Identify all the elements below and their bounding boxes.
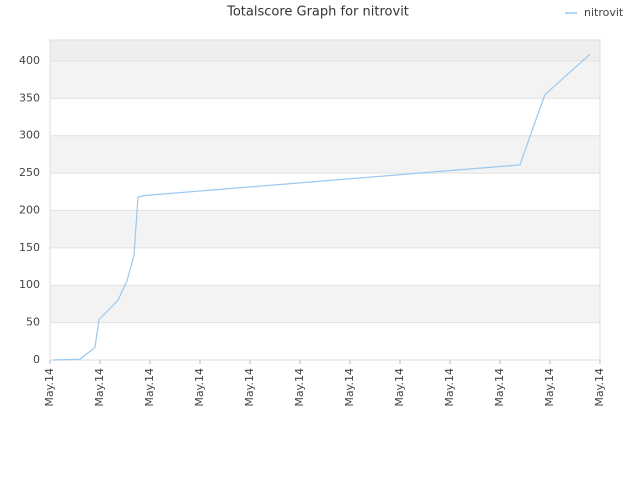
plot-band xyxy=(50,98,600,136)
x-tick-label: May.14 xyxy=(43,368,56,407)
x-tick-label: May.14 xyxy=(143,368,156,407)
plot-frame xyxy=(49,39,601,361)
plot-band xyxy=(50,247,600,286)
x-tick-label: May.14 xyxy=(493,368,506,407)
series-line xyxy=(52,53,591,361)
y-tick-label: 400 xyxy=(19,54,40,67)
y-tick-label: 50 xyxy=(26,316,40,329)
x-tick-label: May.14 xyxy=(593,368,606,407)
x-tick-label: May.14 xyxy=(243,368,256,407)
plot-band xyxy=(50,135,600,174)
x-tick-label: May.14 xyxy=(343,368,356,407)
legend-label: nitrovit xyxy=(584,6,624,19)
plot-band xyxy=(50,210,600,248)
plot-band xyxy=(50,173,600,211)
y-tick-label: 250 xyxy=(19,166,40,179)
x-tick-label: May.14 xyxy=(543,368,556,407)
plot-band xyxy=(50,40,600,61)
y-tick-label: 150 xyxy=(19,241,40,254)
y-tick-label: 300 xyxy=(19,129,40,142)
y-tick-label: 350 xyxy=(19,91,40,104)
x-tick-label: May.14 xyxy=(293,368,306,407)
y-tick-label: 0 xyxy=(33,353,40,366)
x-tick-label: May.14 xyxy=(393,368,406,407)
plot-band xyxy=(50,322,600,360)
plot-band xyxy=(50,285,600,323)
y-tick-label: 100 xyxy=(19,278,40,291)
x-tick-label: May.14 xyxy=(193,368,206,407)
plot-band xyxy=(50,60,600,99)
x-tick-label: May.14 xyxy=(93,368,106,407)
y-tick-label: 200 xyxy=(19,203,40,216)
x-tick-label: May.14 xyxy=(443,368,456,407)
chart-title: Totalscore Graph for nitrovit xyxy=(226,5,409,20)
